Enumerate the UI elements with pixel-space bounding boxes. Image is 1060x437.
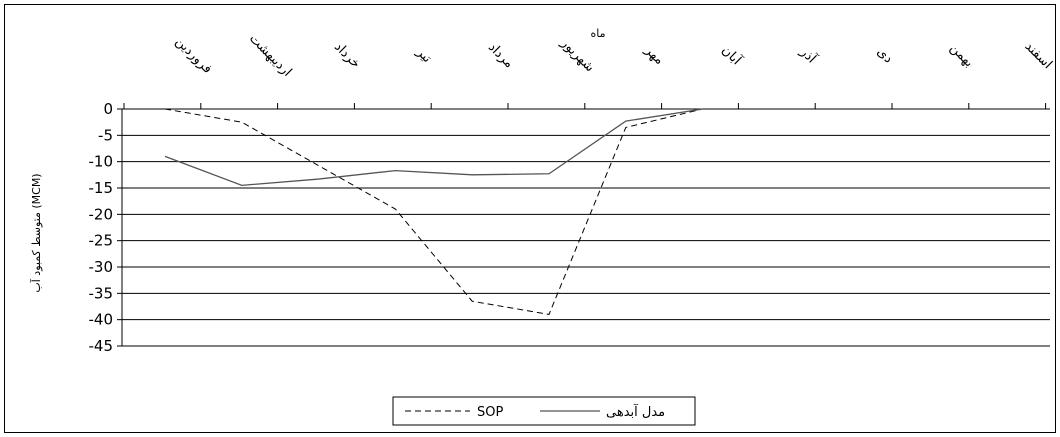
y-tick-label: 0 <box>103 100 113 118</box>
y-axis-label: متوسط کمبود آب (MCM) <box>29 173 43 292</box>
x-tick-label: آبان <box>718 41 746 69</box>
y-tick-label: -25 <box>89 232 114 250</box>
y-axis-ticks: 0 -5 -10 -15 -20 -25 -30 -35 -40 -45 <box>89 100 122 355</box>
legend-label-model: مدل آبدهی <box>606 403 665 420</box>
x-tick-label: بهمن <box>947 41 977 71</box>
x-tick-label: دی <box>874 45 896 67</box>
x-tick-label: تیر <box>413 44 435 66</box>
series-line-0 <box>164 108 703 315</box>
y-tick-label: -40 <box>89 311 114 329</box>
legend: SOP مدل آبدهی <box>392 396 696 426</box>
x-axis-ticks: فروردین اردیبهشت خرداد تیر مرداد شهریور مهر آبا… <box>123 31 1055 109</box>
y-tick-label: -5 <box>98 126 113 144</box>
y-tick-label: -10 <box>89 153 114 171</box>
x-tick-label: اردیبهشت <box>246 31 294 79</box>
x-axis-label: ماه <box>590 27 605 40</box>
y-tick-label: -30 <box>89 258 114 276</box>
grid-lines <box>121 108 1050 347</box>
x-tick-label: مرداد <box>485 40 516 71</box>
x-tick-label: مهر <box>641 42 667 68</box>
x-tick-label: فروردین <box>172 34 215 77</box>
x-tick-label: اسفند <box>1022 39 1055 72</box>
x-tick-label: آذر <box>796 43 821 68</box>
chart-frame <box>4 4 1056 433</box>
x-tick-label: خرداد <box>331 39 363 71</box>
y-tick-label: -45 <box>89 337 114 355</box>
series-line-1 <box>164 108 703 187</box>
y-tick-label: -35 <box>89 284 114 302</box>
series-lines <box>164 108 703 315</box>
y-tick-label: -15 <box>89 179 114 197</box>
legend-label-sop: SOP <box>477 405 503 420</box>
y-tick-label: -20 <box>89 205 114 223</box>
x-tick-label: شهریور <box>557 35 597 75</box>
